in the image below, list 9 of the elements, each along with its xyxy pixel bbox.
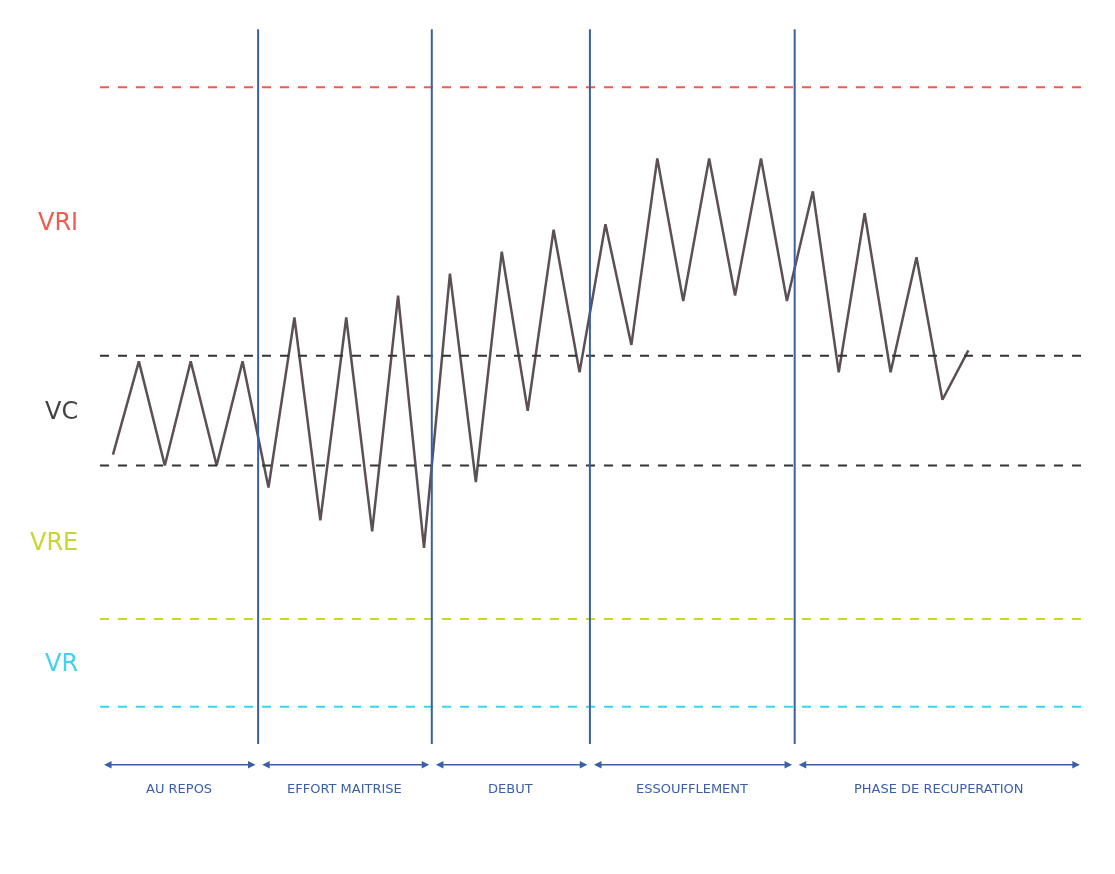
text: VC <box>45 397 79 425</box>
text: EFFORT MAITRISE <box>287 781 402 796</box>
text: VRE <box>30 528 79 556</box>
text: PHASE DE RECUPERATION <box>854 781 1024 796</box>
text: AU REPOS <box>146 781 213 796</box>
text: ESSOUFFLEMENT <box>636 781 749 796</box>
text: VR <box>45 649 79 677</box>
text: VRI <box>38 208 79 236</box>
text: DEBUT <box>488 781 533 796</box>
